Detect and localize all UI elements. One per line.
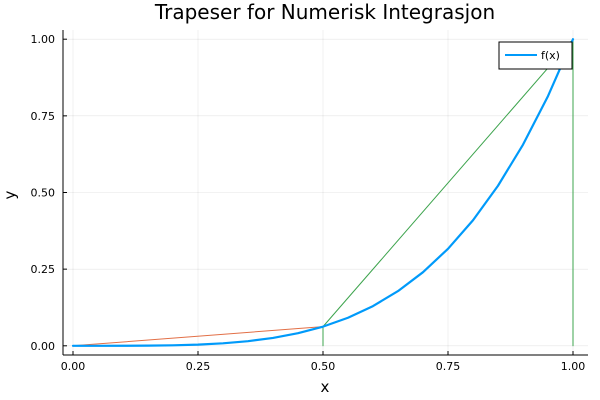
grid (63, 30, 588, 355)
x-tick-label-4: 1.00 (561, 360, 586, 373)
y-tick-label-1: 0.25 (31, 263, 56, 276)
y-tick-label-2: 0.50 (31, 187, 56, 200)
series-line-0 (71, 38, 575, 347)
series-layer (71, 38, 575, 347)
x-tick-label-0: 0.00 (61, 360, 86, 373)
y-tick-label-0: 0.00 (31, 340, 56, 353)
x-tick-label-1: 0.25 (186, 360, 211, 373)
series-line-2 (322, 38, 574, 347)
x-tick-label-2: 0.50 (311, 360, 336, 373)
x-tick-label-3: 0.75 (436, 360, 461, 373)
series-line-1 (72, 326, 324, 347)
y-tick-label-4: 1.00 (31, 33, 56, 46)
tick-labels: 0.00 0.25 0.50 0.75 1.00 0.00 0.25 0.50 0.75 1.00 (31, 33, 586, 373)
y-tick-label-3: 0.75 (31, 110, 56, 123)
legend-label-f: f(x) (541, 49, 560, 62)
chart-title: Trapeser for Numerisk Integrasjon (154, 0, 495, 24)
legend: f(x) (498, 41, 573, 70)
y-axis-label: y (1, 190, 19, 199)
axes (62, 30, 588, 356)
x-axis-label: x (321, 378, 330, 396)
